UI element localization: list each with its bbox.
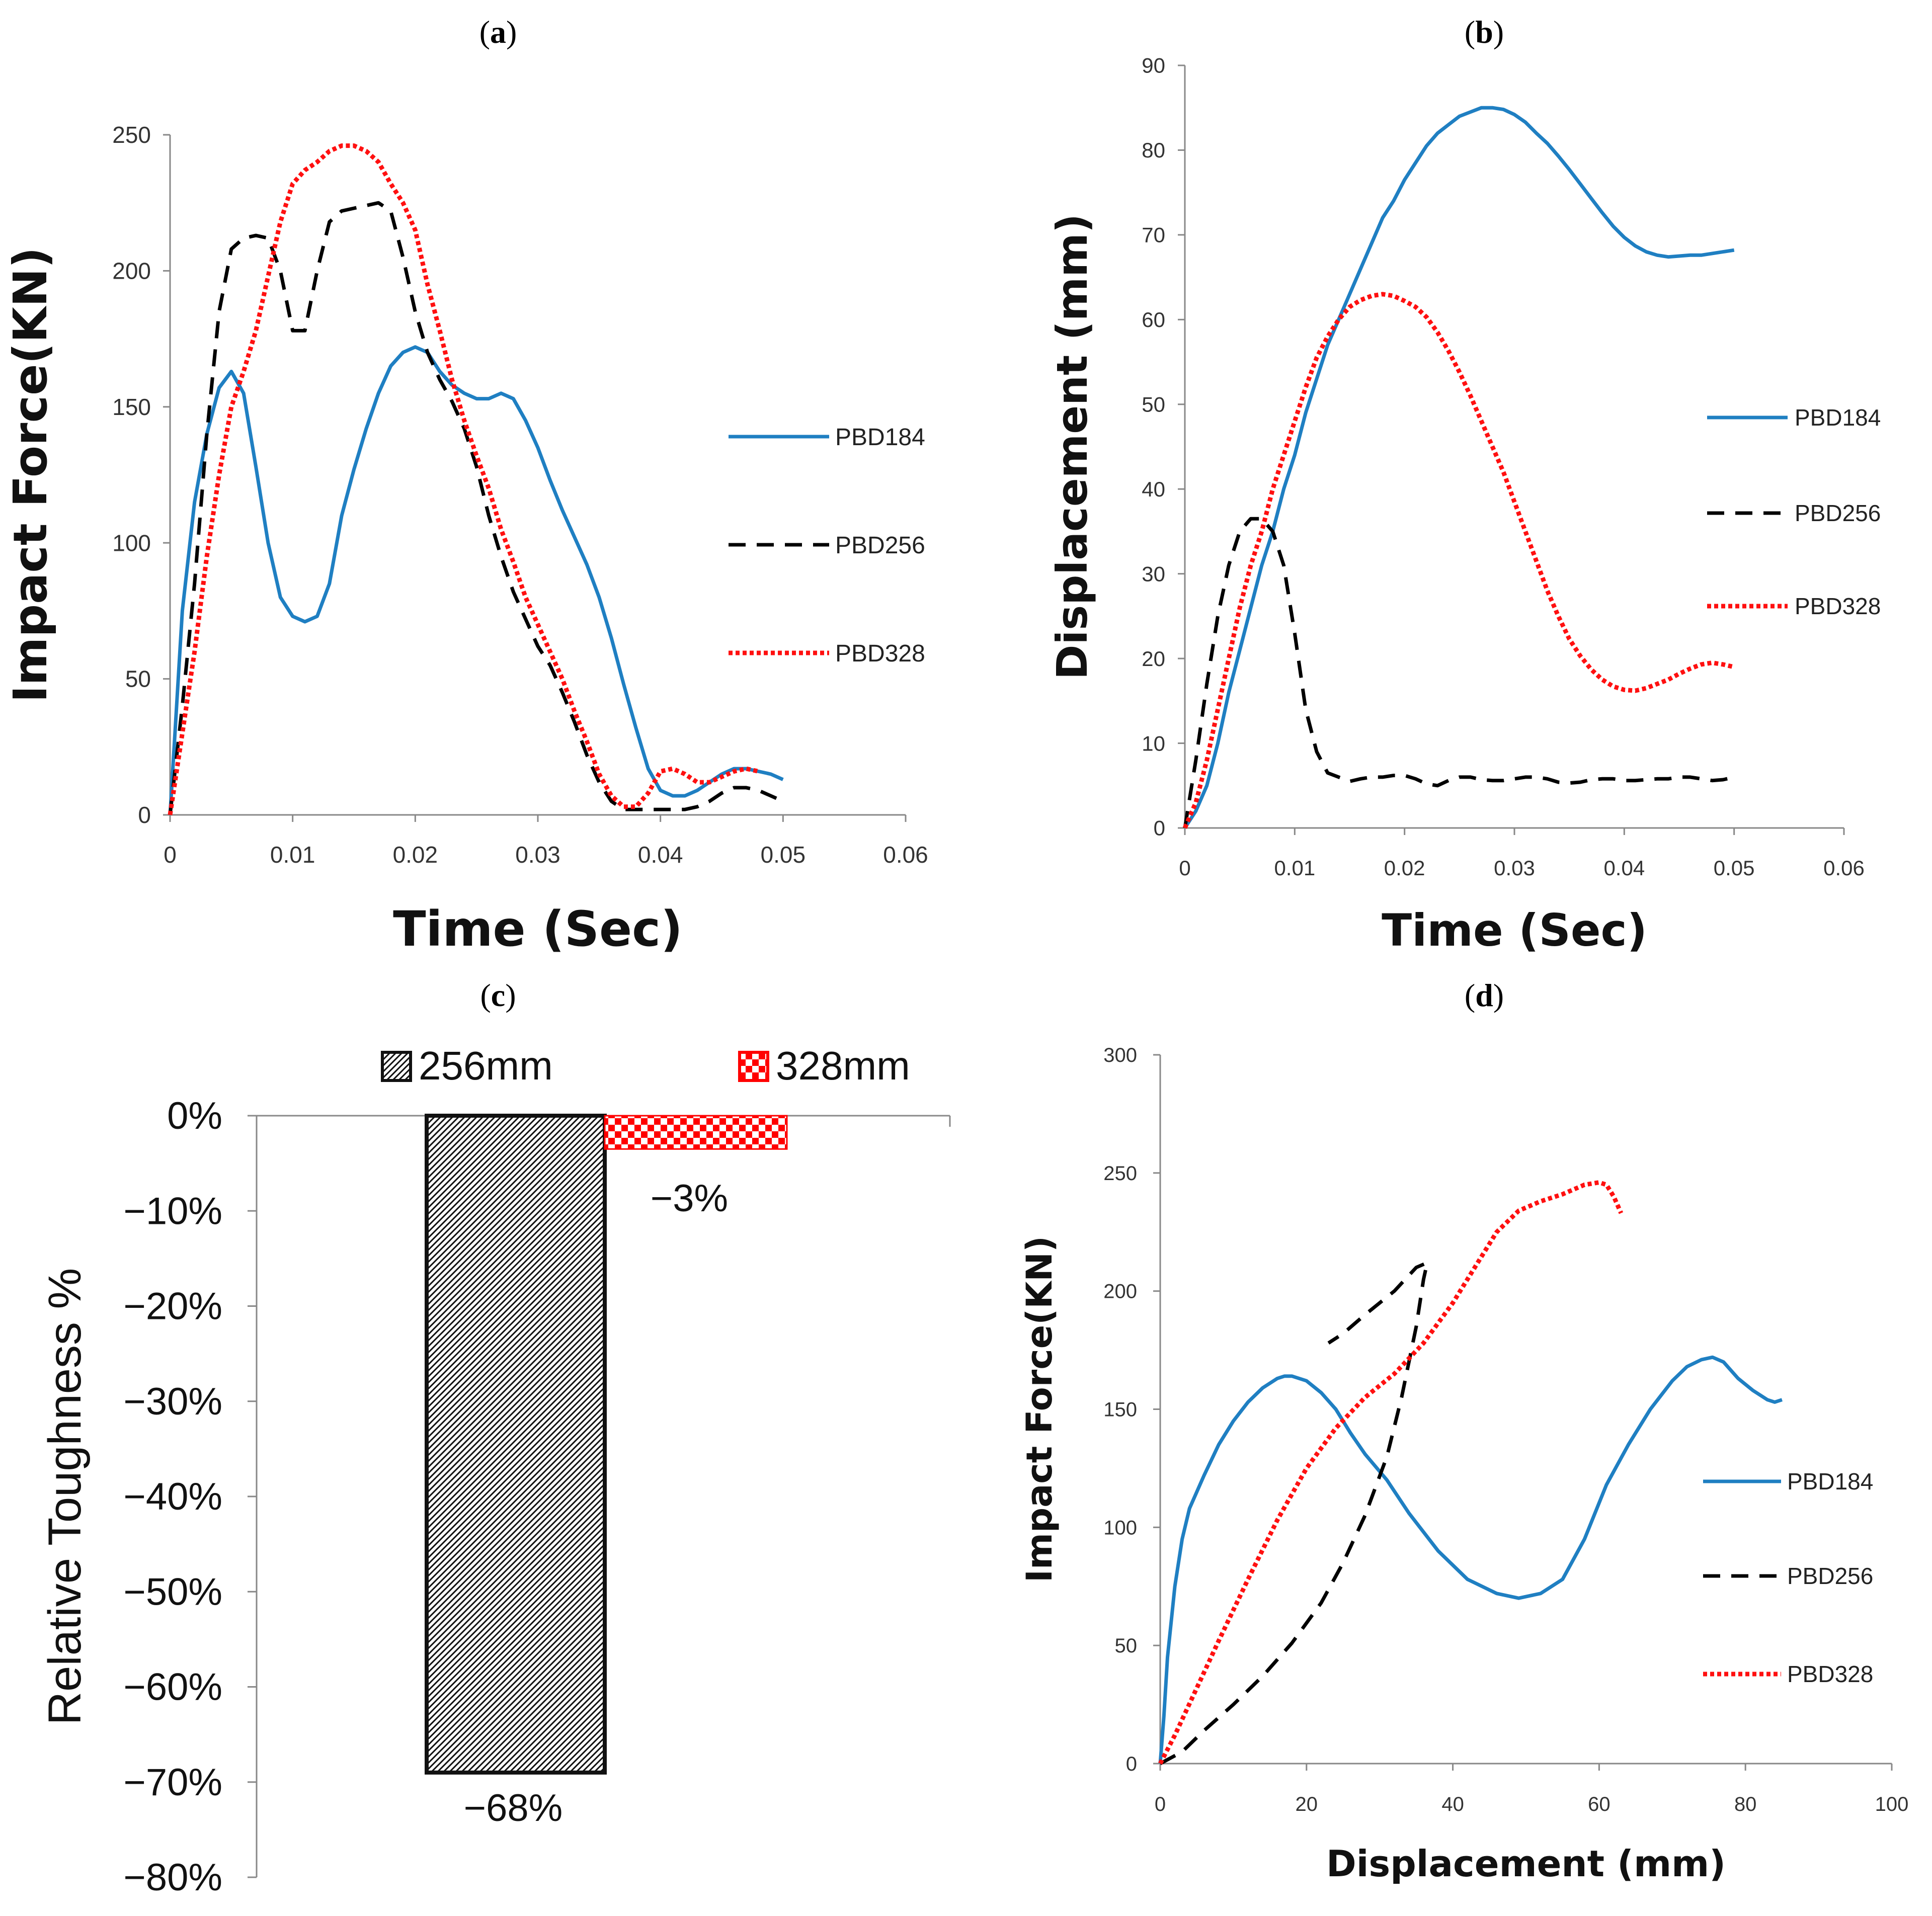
y-tick-label: 60 xyxy=(1142,308,1165,331)
x-tick-label: 0.01 xyxy=(1274,856,1315,880)
y-tick-label: 70 xyxy=(1142,223,1165,247)
x-axis-title: Displacement (mm) xyxy=(1326,1843,1726,1885)
y-tick-label: 200 xyxy=(112,258,151,284)
y-tick-label: −40% xyxy=(124,1475,223,1518)
y-tick-label: 200 xyxy=(1103,1281,1137,1303)
series-line-pbd256 xyxy=(1159,1261,1429,1766)
x-tick-label: 40 xyxy=(1441,1793,1464,1815)
x-tick-label: 0.04 xyxy=(638,842,683,868)
x-tick-label: 0 xyxy=(164,842,177,868)
series-line-pbd328 xyxy=(168,143,759,815)
x-tick-label: 0.02 xyxy=(393,842,438,868)
legend-label: 328mm xyxy=(776,1043,910,1088)
y-tick-label: −10% xyxy=(124,1190,223,1232)
y-tick-label: 250 xyxy=(1103,1162,1137,1185)
x-tick-label: 0.03 xyxy=(515,842,560,868)
series-line-pbd328 xyxy=(1158,1180,1624,1765)
y-tick-label: 40 xyxy=(1142,477,1165,501)
legend-label: PBD184 xyxy=(1795,404,1881,431)
y-tick-label: 90 xyxy=(1142,54,1165,77)
y-axis-title: Displacement (mm) xyxy=(1048,214,1097,680)
x-tick-label: 0.02 xyxy=(1384,856,1425,880)
legend-swatch-328mm xyxy=(738,1051,769,1082)
y-tick-label: 0 xyxy=(138,802,151,828)
x-tick-label: 0 xyxy=(1155,1793,1166,1815)
x-tick-label: 100 xyxy=(1875,1793,1909,1815)
y-axis-title: Relative Toughness % xyxy=(39,1268,91,1725)
y-tick-label: −60% xyxy=(124,1666,223,1709)
x-tick-label: 0.03 xyxy=(1494,856,1535,880)
y-tick-label: 50 xyxy=(1115,1635,1138,1657)
series-line-pbd184 xyxy=(1158,1355,1783,1764)
y-tick-label: −80% xyxy=(124,1856,223,1899)
y-tick-label: −70% xyxy=(124,1761,223,1804)
series-line-pbd256 xyxy=(168,201,784,815)
legend-label: PBD256 xyxy=(1795,500,1881,526)
y-tick-label: 50 xyxy=(125,666,151,692)
bar-328mm xyxy=(604,1115,788,1150)
y-tick-label: 100 xyxy=(112,530,151,556)
y-tick-label: 100 xyxy=(1103,1517,1137,1539)
series-line-pbd184 xyxy=(168,345,784,815)
data-label: −3% xyxy=(651,1177,728,1220)
series-line-pbd256 xyxy=(1183,517,1735,828)
x-tick-label: 20 xyxy=(1296,1793,1318,1815)
legend-label: PBD328 xyxy=(835,640,925,667)
panel-label-b: (b) xyxy=(1465,14,1504,50)
chart-relative-toughness: 0% −10% −20% −30% −40% −50% −60% −70% −80% Relati… xyxy=(39,1043,951,1899)
data-label: −68% xyxy=(464,1787,563,1829)
chart-displacement-vs-time: 0 10 20 30 40 50 60 70 80 90 0 0.01 0.02 0.03 0.04 0.05… xyxy=(1048,54,1881,956)
x-tick-label: 60 xyxy=(1588,1793,1611,1815)
legend-label: PBD328 xyxy=(1795,593,1881,619)
legend-label: PBD256 xyxy=(835,532,925,559)
y-tick-label: 150 xyxy=(112,394,151,420)
x-tick-label: 0.04 xyxy=(1603,856,1645,880)
panel-label-d: (d) xyxy=(1465,977,1504,1013)
x-tick-label: 80 xyxy=(1734,1793,1757,1815)
legend-label: PBD328 xyxy=(1787,1661,1873,1687)
series-line-pbd184 xyxy=(1183,106,1735,829)
x-tick-label: 0.01 xyxy=(270,842,315,868)
chart-impact-force-vs-time: 0 50 100 150 200 250 0 0.01 0.02 0.03 0.04 0.05 0.06… xyxy=(4,122,928,957)
y-tick-label: 300 xyxy=(1103,1044,1137,1066)
panel-label-c: (c) xyxy=(480,977,516,1013)
x-axis-title: Time (Sec) xyxy=(393,901,683,957)
x-tick-label: 0.05 xyxy=(761,842,806,868)
y-axis-title: Impact Force(KN) xyxy=(1019,1236,1060,1582)
series-line-pbd328 xyxy=(1182,292,1735,829)
y-tick-label: 20 xyxy=(1142,647,1165,671)
panel-label-a: (a) xyxy=(479,14,517,50)
y-tick-label: 30 xyxy=(1142,562,1165,586)
legend-label: PBD184 xyxy=(835,424,925,451)
y-axis-title: Impact Force(KN) xyxy=(4,247,57,703)
y-tick-label: 150 xyxy=(1103,1399,1137,1421)
y-tick-label: 250 xyxy=(112,122,151,148)
y-tick-label: 0 xyxy=(1154,816,1165,840)
y-tick-label: −50% xyxy=(124,1570,223,1613)
legend-label: PBD184 xyxy=(1787,1468,1873,1494)
y-tick-label: 0 xyxy=(1126,1753,1137,1775)
legend-swatch-256mm xyxy=(381,1051,412,1082)
y-tick-label: 50 xyxy=(1142,392,1165,416)
chart-force-vs-displacement: 0 50 100 150 200 250 300 0 20 40 60 80 100 Displaceme… xyxy=(1019,1044,1908,1885)
y-tick-label: 0% xyxy=(167,1095,222,1137)
x-tick-label: 0.06 xyxy=(1823,856,1865,880)
x-tick-label: 0 xyxy=(1179,856,1190,880)
legend-label: PBD256 xyxy=(1787,1563,1873,1589)
bar-256mm xyxy=(425,1114,607,1775)
x-axis-title: Time (Sec) xyxy=(1382,904,1647,956)
y-tick-label: 80 xyxy=(1142,138,1165,162)
x-tick-label: 0.06 xyxy=(883,842,928,868)
y-tick-label: −20% xyxy=(124,1285,223,1328)
y-tick-label: 10 xyxy=(1142,731,1165,755)
y-tick-label: −30% xyxy=(124,1380,223,1423)
x-tick-label: 0.05 xyxy=(1714,856,1755,880)
legend-label: 256mm xyxy=(419,1043,553,1088)
